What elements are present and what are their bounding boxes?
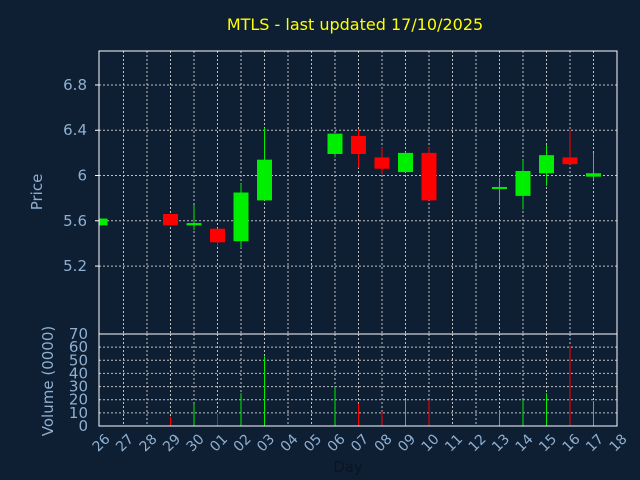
- candle-body: [163, 214, 178, 226]
- price-candles: [99, 127, 601, 248]
- volume-tick-label: 20: [69, 391, 88, 409]
- candle-body: [351, 135, 366, 155]
- candle-body: [421, 152, 437, 201]
- volume-tick-label: 30: [69, 378, 88, 396]
- volume-tick-label: 10: [69, 404, 88, 422]
- candle-body: [539, 155, 554, 174]
- price-tick-label: 5.2: [63, 257, 87, 275]
- x-axis-label: Day: [333, 458, 363, 476]
- price-axis: 5.2 5.6 6 6.4 6.8: [63, 76, 99, 275]
- price-tick-label: 5.6: [63, 212, 87, 230]
- volume-axis-label: Volume (0000): [39, 326, 57, 436]
- price-axis-label: Price: [28, 174, 46, 211]
- volume-tick-label: 50: [69, 351, 88, 369]
- volume-tick-label: 70: [69, 325, 88, 343]
- day-axis: 26 27 28 29 30 01 02 03 04 05 06 07 08 09 10 11 12 13 14 15…: [90, 431, 631, 455]
- candle-body: [562, 157, 578, 165]
- chart-title: MTLS - last updated 17/10/2025: [227, 15, 483, 34]
- candle-body: [210, 228, 225, 243]
- volume-bars: [170, 345, 594, 426]
- candle-body: [398, 152, 413, 173]
- candle-body: [99, 218, 108, 226]
- candle-body: [233, 192, 249, 242]
- price-tick-label: 6.4: [63, 121, 87, 139]
- volume-tick-label: 0: [78, 417, 88, 435]
- candle-body: [327, 133, 343, 155]
- volume-tick-label: 40: [69, 364, 88, 382]
- candle-body: [515, 170, 531, 196]
- price-tick-label: 6.8: [63, 76, 87, 94]
- volume-panel-frame: [98, 333, 618, 427]
- candle-body: [257, 159, 272, 201]
- candle-body: [186, 223, 202, 226]
- price-tick-label: 6: [77, 167, 87, 185]
- candle-body: [374, 157, 390, 169]
- volume-tick-label: 60: [69, 338, 88, 356]
- candle-body: [586, 173, 601, 177]
